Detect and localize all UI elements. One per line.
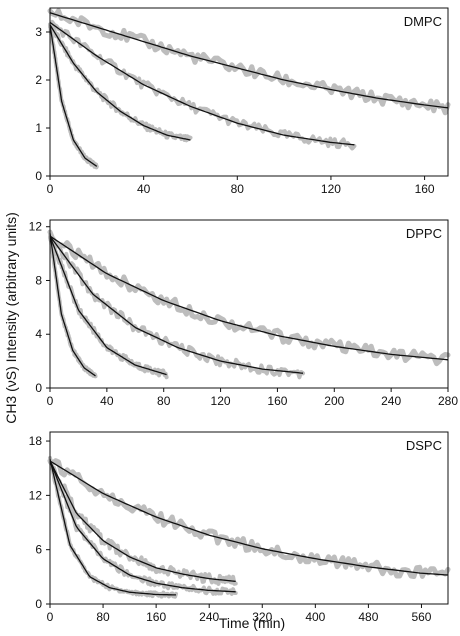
data-band-4 (47, 8, 451, 116)
plot-frame (49, 7, 449, 177)
x-tick-label: 0 (47, 182, 54, 196)
data-band-4 (47, 458, 451, 579)
fit-line-3 (49, 21, 355, 146)
panel-label: DSPC (406, 438, 442, 453)
y-tick-label: 0 (35, 597, 42, 611)
x-tick-label: 120 (321, 182, 341, 196)
fit-line-3 (49, 460, 236, 583)
y-tick-label: 18 (29, 434, 43, 448)
fit-line-4 (49, 12, 449, 109)
fit-line-4 (49, 460, 449, 576)
data-band-3 (48, 459, 238, 586)
panel-label: DMPC (404, 14, 442, 29)
y-tick-label: 12 (29, 488, 43, 502)
y-tick-label: 8 (35, 273, 42, 287)
fit-line-2 (49, 24, 191, 141)
y-tick-label: 4 (35, 327, 42, 341)
data-band-4 (47, 229, 451, 367)
y-tick-label: 0 (35, 169, 42, 183)
x-tick-label: 80 (157, 394, 171, 408)
x-tick-label: 0 (47, 394, 54, 408)
x-tick-label: 400 (305, 610, 325, 624)
panel-dspc: 0 80 160 240 320 400 480 560 0 6 12 18 DSPC (29, 431, 451, 624)
fit-line-2 (49, 235, 167, 376)
y-tick-label: 6 (35, 543, 42, 557)
x-tick-label: 560 (411, 610, 431, 624)
x-tick-label: 80 (96, 610, 110, 624)
fit-line-1 (49, 459, 176, 596)
panel-dmpc: 0 40 80 120 160 0 1 2 3 DMPC (35, 7, 451, 196)
y-tick-label: 12 (29, 220, 43, 234)
data-band-1 (48, 455, 178, 599)
fit-line-1 (49, 233, 96, 377)
y-axis-label: CH3 (νS) Intensity (arbitrary units) (3, 212, 19, 424)
x-tick-label: 160 (267, 394, 287, 408)
x-tick-label: 40 (100, 394, 114, 408)
fit-line-1 (49, 24, 98, 167)
x-tick-label: 120 (211, 394, 231, 408)
x-axis-label: Time (min) (219, 615, 285, 631)
x-tick-label: 320 (252, 610, 272, 624)
x-tick-label: 80 (231, 182, 245, 196)
y-tick-label: 1 (35, 121, 42, 135)
plot-frame (49, 219, 449, 389)
x-tick-label: 40 (137, 182, 151, 196)
x-tick-label: 160 (415, 182, 435, 196)
x-tick-label: 480 (358, 610, 378, 624)
y-tick-label: 2 (35, 73, 42, 87)
x-tick-label: 280 (438, 394, 458, 408)
x-tick-label: 200 (324, 394, 344, 408)
y-tick-label: 3 (35, 25, 42, 39)
data-band-2 (48, 460, 238, 596)
x-tick-label: 160 (146, 610, 166, 624)
fit-line-2 (49, 460, 236, 593)
fit-line-3 (49, 235, 304, 374)
panel-dppc: 0 40 80 120 160 200 240 280 0 4 8 12 DPPC (29, 219, 458, 408)
panel-label: DPPC (406, 226, 442, 241)
x-tick-label: 240 (381, 394, 401, 408)
fit-line-4 (49, 235, 449, 361)
x-tick-label: 0 (47, 610, 54, 624)
x-tick-label: 240 (199, 610, 219, 624)
y-tick-label: 0 (35, 381, 42, 395)
plot-frame (49, 431, 449, 605)
data-band-1 (48, 23, 99, 170)
